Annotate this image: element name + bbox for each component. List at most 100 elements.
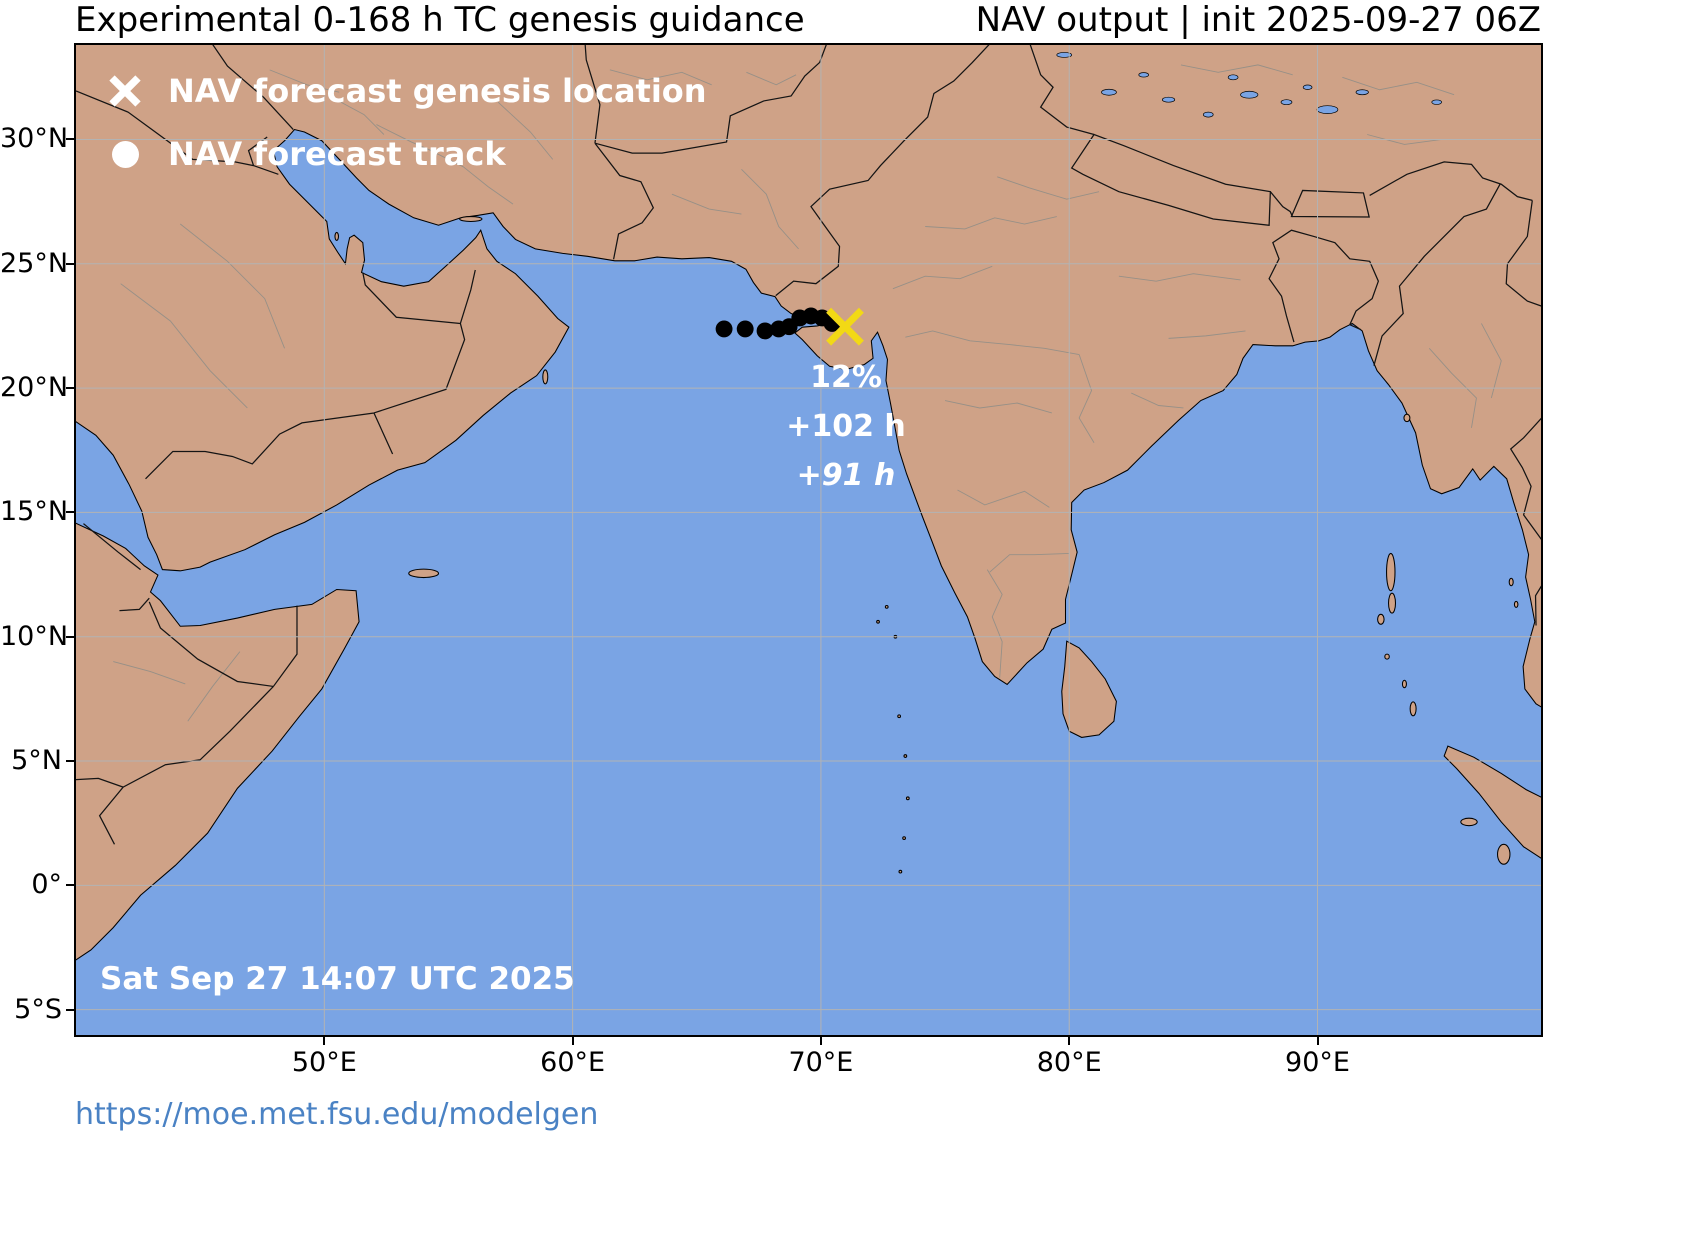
lat-tick-label: 0° [31, 869, 62, 901]
lake [1356, 90, 1368, 95]
axis-tick [1316, 1037, 1319, 1045]
title-bar: Experimental 0-168 h TC genesis guidance… [75, 0, 1541, 40]
track-layer [715, 307, 841, 340]
lake [1317, 106, 1338, 114]
lon-tick-label: 50°E [291, 1047, 357, 1078]
map-canvas: NAV forecast genesis location NAV foreca… [74, 43, 1543, 1037]
country-border [1269, 230, 1378, 342]
landmass [1378, 614, 1384, 624]
landmass [898, 715, 901, 718]
probability-label: 12% [810, 360, 882, 395]
lake [1228, 75, 1238, 80]
country-border [76, 45, 475, 479]
country-border [585, 45, 827, 259]
lat-tick-label: 5°N [11, 745, 62, 777]
lake [1203, 112, 1213, 117]
track-point [736, 320, 754, 338]
landmass [899, 870, 902, 873]
landmass [1498, 844, 1510, 864]
country-border [1291, 190, 1369, 217]
lon-tick-label: 90°E [1285, 1047, 1350, 1078]
map-svg [76, 45, 1541, 1035]
lat-tick-label: 10°N [0, 620, 69, 652]
admin-border [113, 65, 1501, 721]
lake [1139, 73, 1149, 77]
country-border [1374, 184, 1500, 365]
country-border [1511, 410, 1541, 625]
country-border [1029, 45, 1541, 309]
lon-tick-label: 80°E [1036, 1047, 1102, 1078]
page-title: Experimental 0-168 h TC genesis guidance [75, 0, 805, 40]
track-dot-icon [102, 140, 148, 168]
lake [1281, 100, 1292, 105]
axis-tick [66, 511, 74, 514]
landmass [1385, 654, 1389, 659]
axis-tick [66, 387, 74, 390]
legend-track-row: NAV forecast track [102, 130, 707, 178]
landmass [1509, 578, 1513, 585]
landmass-sri-lanka [1062, 641, 1117, 737]
model-init-title: NAV output | init 2025-09-27 06Z [975, 0, 1541, 40]
landmass [1404, 414, 1410, 421]
landmass [409, 569, 439, 577]
genesis-x-icon [102, 73, 148, 109]
axis-tick [66, 884, 74, 887]
country-borders-layer [76, 45, 1541, 844]
legend: NAV forecast genesis location NAV foreca… [102, 67, 707, 193]
genesis-x-marker [829, 310, 862, 343]
track-time-label: +91 h [796, 458, 896, 493]
landmass [543, 370, 548, 384]
lon-tick-label: 60°E [540, 1047, 606, 1078]
axis-tick [323, 1037, 326, 1045]
axis-tick [66, 760, 74, 763]
axis-tick [66, 138, 74, 141]
lat-tick-label: 25°N [0, 247, 69, 279]
landmass [1410, 702, 1416, 716]
grid-layer [76, 45, 1541, 1035]
landmass [335, 232, 338, 240]
lake [1432, 100, 1442, 104]
lake [1057, 52, 1072, 57]
axis-tick [1068, 1037, 1071, 1045]
axis-tick [66, 262, 74, 265]
country-border [776, 45, 991, 296]
lakes-layer [1057, 52, 1442, 117]
landmass [1514, 601, 1517, 607]
lat-tick-label: 30°N [0, 123, 69, 155]
legend-genesis-row: NAV forecast genesis location [102, 67, 707, 115]
track-point [715, 320, 733, 338]
lat-tick-label: 15°N [0, 496, 69, 528]
legend-track-label: NAV forecast track [168, 135, 506, 173]
genesis-layer [829, 310, 862, 343]
lat-tick-label: 20°N [0, 372, 69, 404]
lake [1101, 89, 1116, 95]
landmass [903, 837, 906, 840]
valid-time-label: Sat Sep 27 14:07 UTC 2025 [100, 961, 575, 997]
axis-tick [819, 1037, 822, 1045]
landmass [460, 217, 482, 222]
country-border [1072, 135, 1271, 226]
genesis-annotations: 12% +102 h +91 h [786, 353, 906, 500]
landmass [877, 620, 880, 623]
landmass [1402, 680, 1406, 687]
landmass-sumatra [1444, 746, 1541, 863]
axis-tick [571, 1037, 574, 1045]
legend-genesis-label: NAV forecast genesis location [168, 72, 707, 110]
track-point [756, 322, 774, 340]
landmass [885, 606, 888, 609]
lake [1162, 97, 1174, 102]
admin-borders-layer [113, 65, 1501, 721]
lake [1303, 85, 1312, 89]
landmass [1461, 818, 1477, 825]
source-url-link[interactable]: https://moe.met.fsu.edu/modelgen [75, 1097, 599, 1132]
lat-tick-label: 5°S [14, 993, 62, 1025]
landmass [904, 755, 907, 758]
lake [1241, 91, 1258, 98]
country-border [76, 524, 297, 845]
genesis-time-label: +102 h [786, 409, 906, 444]
lon-tick-label: 70°E [788, 1047, 854, 1078]
landmass [1387, 553, 1395, 590]
landmass [1389, 593, 1396, 613]
axis-tick [66, 635, 74, 638]
